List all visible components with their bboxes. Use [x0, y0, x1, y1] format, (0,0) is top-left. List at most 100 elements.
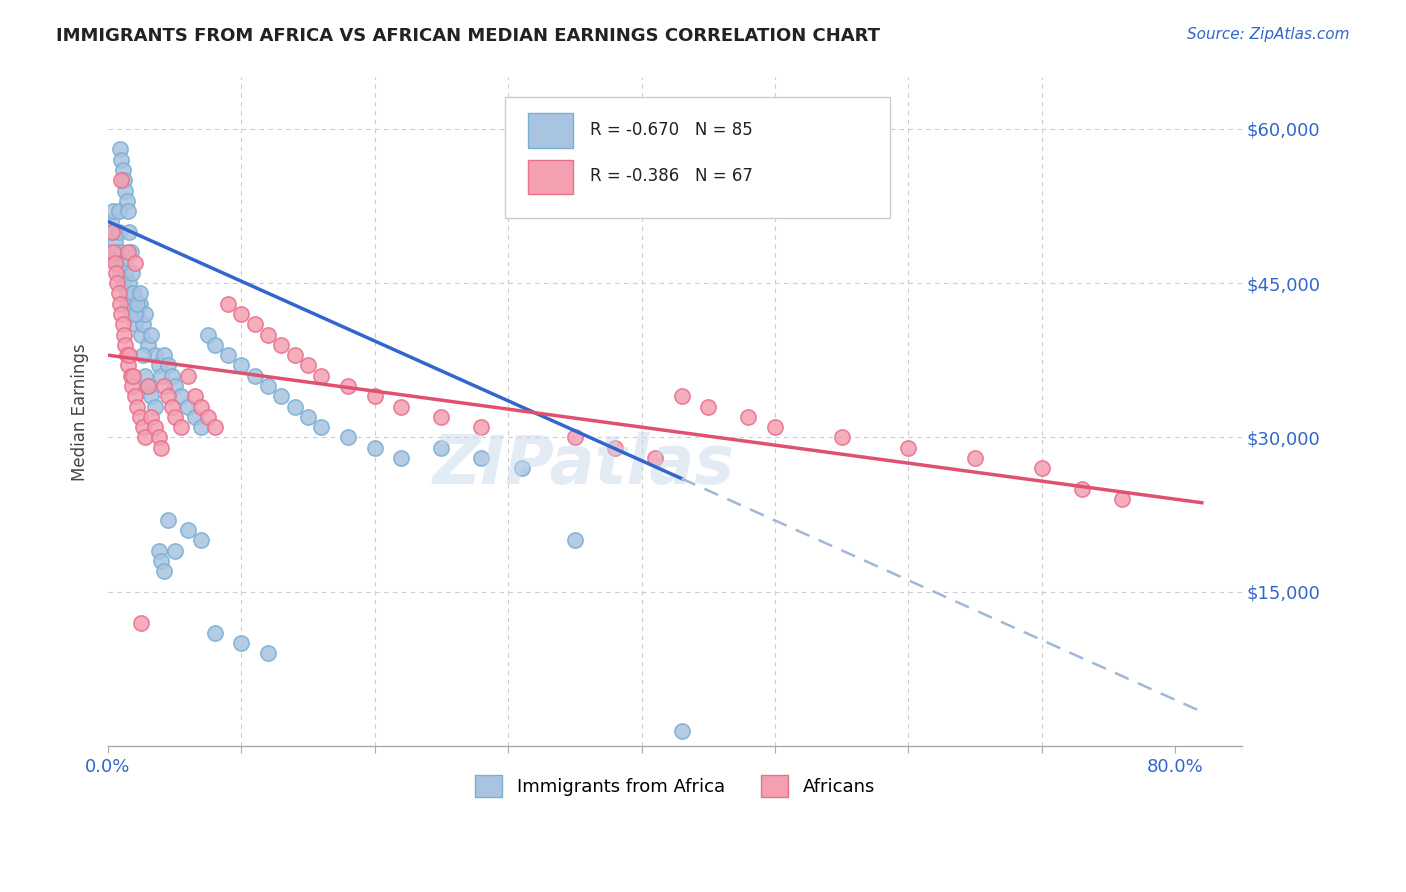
Africans — [129, 409, 152, 424]
Africans — [105, 276, 128, 290]
Immigrants from Africa — [257, 647, 280, 661]
Africans — [963, 450, 986, 465]
Immigrants from Africa — [150, 554, 173, 568]
Immigrants from Africa — [120, 245, 142, 260]
Immigrants from Africa — [112, 255, 135, 269]
FancyBboxPatch shape — [505, 97, 890, 218]
Africans — [122, 368, 145, 383]
Africans — [1031, 461, 1053, 475]
Immigrants from Africa — [148, 359, 170, 373]
Africans — [671, 389, 693, 403]
Immigrants from Africa — [107, 225, 129, 239]
Immigrants from Africa — [183, 409, 205, 424]
Immigrants from Africa — [122, 286, 145, 301]
Africans — [204, 420, 226, 434]
Immigrants from Africa — [124, 307, 146, 321]
Africans — [163, 409, 186, 424]
Immigrants from Africa — [177, 523, 200, 537]
Africans — [337, 379, 360, 393]
Immigrants from Africa — [127, 307, 149, 321]
Immigrants from Africa — [243, 368, 266, 383]
Immigrants from Africa — [118, 276, 141, 290]
Immigrants from Africa — [108, 143, 131, 157]
Africans — [110, 173, 132, 187]
Immigrants from Africa — [124, 318, 146, 332]
Immigrants from Africa — [160, 368, 183, 383]
Africans — [103, 245, 125, 260]
Africans — [231, 307, 253, 321]
Africans — [124, 255, 146, 269]
Africans — [897, 441, 920, 455]
Immigrants from Africa — [134, 368, 156, 383]
Immigrants from Africa — [564, 533, 586, 548]
Immigrants from Africa — [311, 420, 333, 434]
Africans — [831, 430, 853, 444]
Immigrants from Africa — [153, 564, 176, 578]
Africans — [121, 379, 143, 393]
Africans — [217, 296, 239, 310]
Africans — [111, 318, 134, 332]
Immigrants from Africa — [231, 359, 253, 373]
Africans — [763, 420, 786, 434]
Africans — [143, 420, 166, 434]
Immigrants from Africa — [270, 389, 292, 403]
Immigrants from Africa — [121, 266, 143, 280]
Africans — [148, 430, 170, 444]
Immigrants from Africa — [364, 441, 387, 455]
Africans — [117, 245, 139, 260]
Immigrants from Africa — [197, 327, 219, 342]
Africans — [311, 368, 333, 383]
Immigrants from Africa — [163, 379, 186, 393]
Africans — [257, 327, 280, 342]
Immigrants from Africa — [204, 338, 226, 352]
Y-axis label: Median Earnings: Median Earnings — [72, 343, 89, 481]
Immigrants from Africa — [117, 296, 139, 310]
Immigrants from Africa — [284, 400, 307, 414]
Immigrants from Africa — [122, 286, 145, 301]
Immigrants from Africa — [139, 389, 162, 403]
Immigrants from Africa — [470, 450, 492, 465]
Immigrants from Africa — [204, 625, 226, 640]
Immigrants from Africa — [111, 276, 134, 290]
Africans — [270, 338, 292, 352]
Immigrants from Africa — [108, 266, 131, 280]
Africans — [107, 286, 129, 301]
Immigrants from Africa — [121, 296, 143, 310]
Africans — [110, 307, 132, 321]
Immigrants from Africa — [217, 348, 239, 362]
Immigrants from Africa — [148, 543, 170, 558]
Africans — [117, 359, 139, 373]
Immigrants from Africa — [103, 204, 125, 219]
Africans — [697, 400, 720, 414]
Text: ZIPatlas: ZIPatlas — [433, 433, 735, 499]
Immigrants from Africa — [297, 409, 319, 424]
Immigrants from Africa — [337, 430, 360, 444]
Immigrants from Africa — [120, 307, 142, 321]
Immigrants from Africa — [136, 338, 159, 352]
Immigrants from Africa — [391, 450, 413, 465]
Africans — [104, 266, 127, 280]
Africans — [603, 441, 626, 455]
Immigrants from Africa — [139, 327, 162, 342]
Immigrants from Africa — [104, 235, 127, 249]
Africans — [157, 389, 180, 403]
Immigrants from Africa — [127, 296, 149, 310]
Text: IMMIGRANTS FROM AFRICA VS AFRICAN MEDIAN EARNINGS CORRELATION CHART: IMMIGRANTS FROM AFRICA VS AFRICAN MEDIAN… — [56, 27, 880, 45]
Africans — [114, 338, 136, 352]
Immigrants from Africa — [115, 286, 138, 301]
Immigrants from Africa — [143, 400, 166, 414]
Immigrants from Africa — [131, 348, 153, 362]
Africans — [430, 409, 453, 424]
Immigrants from Africa — [118, 225, 141, 239]
Immigrants from Africa — [134, 307, 156, 321]
Text: R = -0.670   N = 85: R = -0.670 N = 85 — [591, 120, 752, 138]
Immigrants from Africa — [114, 266, 136, 280]
Africans — [391, 400, 413, 414]
Africans — [297, 359, 319, 373]
Immigrants from Africa — [257, 379, 280, 393]
Text: Source: ZipAtlas.com: Source: ZipAtlas.com — [1187, 27, 1350, 42]
Africans — [112, 327, 135, 342]
Immigrants from Africa — [131, 318, 153, 332]
Immigrants from Africa — [136, 379, 159, 393]
Africans — [737, 409, 759, 424]
